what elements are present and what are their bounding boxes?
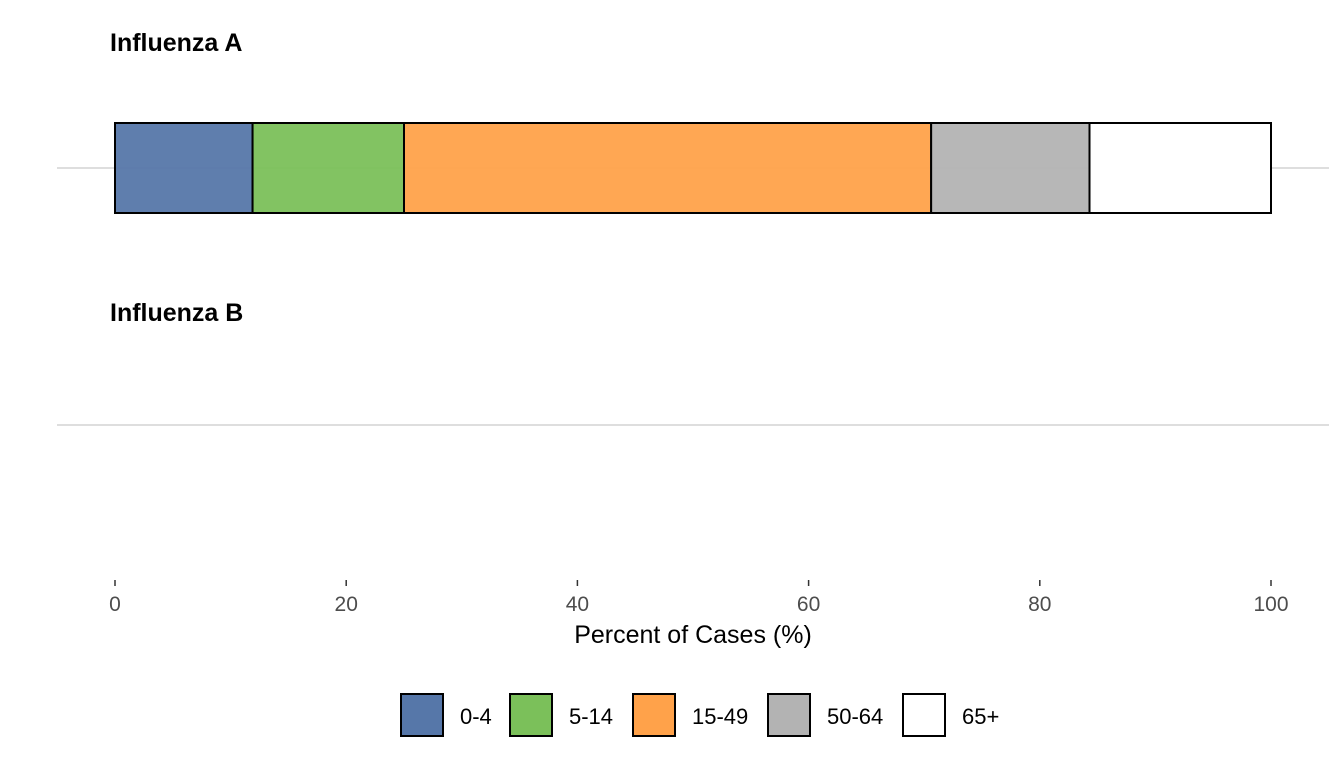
legend-label-50-64: 50-64 [827,704,883,729]
panel-title-influenza-b: Influenza B [110,299,243,327]
legend: 0-4 5-14 15-49 50-64 65+ [400,693,999,737]
legend-key-65+ [902,693,946,737]
bar-segment-65+ [1088,122,1273,214]
x-tick-label: 80 [1028,593,1051,616]
bar-segment-0-4 [114,122,254,214]
legend-label-15-49: 15-49 [692,704,748,729]
legend-key-50-64 [767,693,811,737]
bars [114,122,1273,214]
x-axis: 0 20 40 60 80 100 [109,580,1289,616]
bar-segment-5-14 [251,122,405,214]
x-tick-label: 0 [109,593,121,616]
bar-segment-15-49 [403,122,933,214]
legend-label-0-4: 0-4 [460,704,492,729]
legend-key-15-49 [632,693,676,737]
x-tick-label: 60 [797,593,820,616]
legend-label-65+: 65+ [962,704,999,729]
panel-title-influenza-a: Influenza A [110,29,242,57]
bar-segment-50-64 [930,122,1091,214]
legend-label-5-14: 5-14 [569,704,613,729]
x-axis-title: Percent of Cases (%) [574,621,812,649]
x-tick-label: 40 [566,593,589,616]
legend-key-5-14 [509,693,553,737]
x-tick-label: 100 [1253,593,1288,616]
legend-key-0-4 [400,693,444,737]
x-tick-label: 20 [335,593,358,616]
